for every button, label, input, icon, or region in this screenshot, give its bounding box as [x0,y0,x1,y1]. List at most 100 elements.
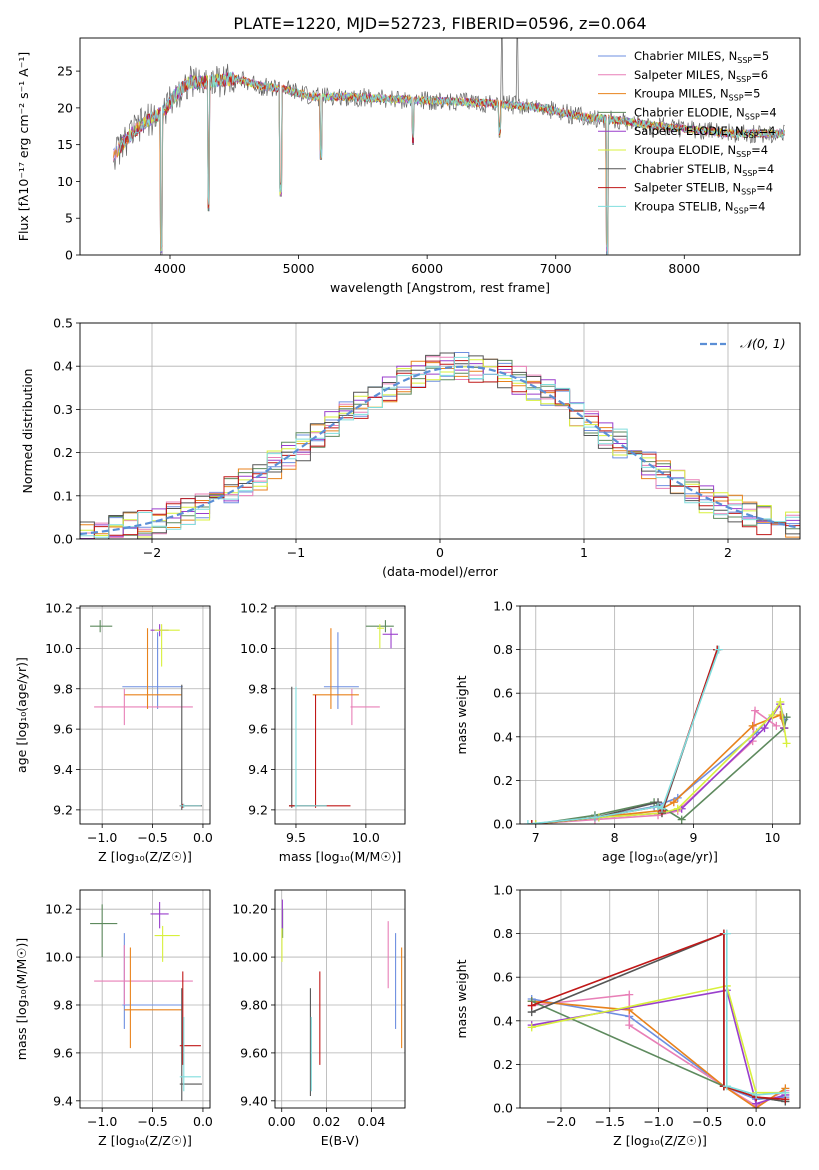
y-axis-label: mass [log₁₀(M/M☉)] [14,938,29,1060]
weight_vs_age-marker-2 [669,798,678,807]
x-tick-label: 0.0 [193,830,213,845]
y-tick-label: 0.4 [53,359,73,374]
weight_vs_Z-marker-8 [781,1088,790,1097]
weight_vs_age-marker-8 [657,804,666,813]
y-axis-label: mass weight [454,959,469,1038]
weight_vs_Z-marker-8 [722,1082,731,1091]
plot-area-mass_vs_Z [90,901,202,1101]
y-axis-label: mass weight [454,675,469,754]
y-tick-label: 0.0 [493,817,513,832]
y-tick-label: 20 [57,100,73,115]
y-tick-label: 1.0 [493,599,513,614]
x-axis-label: age [log₁₀(age/yr)] [602,849,718,864]
axes-frame [274,605,406,825]
y-axis-label: Normed distribution [20,369,35,494]
y-tick-label: 0.2 [53,445,73,460]
y-tick-label: 0.3 [53,402,73,417]
y-tick-label: 0.2 [493,773,513,788]
y-tick-label: 0.6 [493,686,513,701]
x-tick-label: −0.5 [137,1114,167,1129]
axes-frame [79,889,211,1109]
x-tick-label: −0.5 [692,1114,722,1129]
x-tick-label: 9.5 [286,830,306,845]
y-tick-label: 10.20 [232,902,268,917]
x-axis-label: Z [log₁₀(Z/Z☉)] [98,849,192,864]
weight_vs_age-marker-5 [531,820,540,824]
plot-area-residual_hist [80,352,800,539]
y-tick-label: 9.60 [240,1045,268,1060]
x-tick-label: 5000 [283,261,315,276]
axes-frame [274,889,406,1109]
axes-frame [79,605,211,825]
weight_vs_Z-line-5 [531,984,786,1094]
legend-entry-5: Kroupa ELODIE, NSSP=4 [634,143,768,159]
figure-title: PLATE=1220, MJD=52723, FIBERID=0596, z=0… [233,14,646,33]
y-tick-label: 0.2 [493,1057,513,1072]
y-tick-label: 9.6 [53,1045,73,1060]
x-axis-label: Z [log₁₀(Z/Z☉)] [613,1133,707,1148]
weight_vs_Z-line-1 [531,993,786,1107]
y-tick-label: 0.0 [493,1101,513,1116]
y-tick-label: 9.8 [248,681,268,696]
weight_vs_age-marker-3 [677,815,686,824]
y-tick-label: 1.0 [493,883,513,898]
x-tick-label: −1.5 [595,1114,625,1129]
spectrum-legend: Chabrier MILES, NSSP=5 Salpeter MILES, NS… [598,49,777,215]
hist-legend-label: 𝒩(0, 1) [740,336,786,351]
legend-entry-7: Salpeter STELIB, NSSP=4 [634,181,773,197]
x-tick-label: 10.0 [352,830,380,845]
plot-area-mass_vs_ebv [281,899,403,1097]
y-axis-label: age [log₁₀(age/yr)] [14,657,29,773]
panel-spectrum: 4000 5000 6000 7000 8000 0 5 10 15 20 25 wavelength… [16,37,801,295]
weight_vs_age-marker-2 [748,721,757,730]
x-tick-label: −2 [143,545,161,560]
plot-area-weight_vs_age [523,645,791,824]
x-tick-label: 0.00 [268,1114,296,1129]
axes-frame [79,37,801,256]
panel-mass_vs_ebv: 0.00 0.02 0.04 9.40 9.60 9.80 10.00 10.20 E(B-V) [232,889,406,1148]
x-tick-label: −1.0 [87,1114,117,1129]
x-tick-label: 4000 [154,261,186,276]
panel-age_vs_Z: −1.0 −0.5 0.0 9.2 9.4 9.6 9.8 10.0 10.2 Z [log₁₀(… [14,601,213,864]
weight_vs_age-marker-5 [768,711,777,719]
y-tick-label: 9.6 [53,722,73,737]
plot-area-weight_vs_Z [527,929,790,1108]
x-tick-label: 1 [580,545,588,560]
legend-entry-1: Salpeter MILES, NSSP=6 [634,68,768,84]
y-tick-label: 10.2 [45,902,73,917]
plot-area-age_vs_mass [288,620,399,808]
legend-entry-4: Salpeter ELODIE, NSSP=4 [634,124,776,140]
y-tick-label: 0.4 [493,1013,513,1028]
y-tick-label: 9.8 [53,997,73,1012]
spectrum-series-6 [113,38,785,255]
x-axis-label: E(B-V) [321,1133,360,1148]
weight_vs_Z-marker-7 [527,1001,536,1010]
legend-entry-3: Chabrier ELODIE, NSSP=4 [634,105,777,121]
weight_vs_age-marker-8 [590,813,599,822]
weight_vs_age-marker-5 [673,804,682,813]
x-tick-label: 0 [436,545,444,560]
normal-reference-curve [80,365,800,536]
plot-area-age_vs_Z [90,620,202,810]
y-tick-label: 9.4 [53,762,73,777]
x-tick-label: −2.0 [546,1114,576,1129]
panel-weight_vs_Z: −2.0 −1.5 −1.0 −0.5 0.0 0.0 0.2 0.4 0.6 0.8 1.0 Z [… [454,883,801,1148]
y-tick-label: 10.00 [232,950,268,965]
x-axis-label: Z [log₁₀(Z/Z☉)] [98,1133,192,1148]
axes-frame [519,605,801,825]
y-tick-label: 10.2 [240,601,268,616]
x-tick-label: 0.04 [357,1114,385,1129]
x-tick-label: −1.0 [87,830,117,845]
weight_vs_Z-marker-1 [625,1021,634,1030]
y-tick-label: 9.4 [248,762,268,777]
x-tick-label: −0.5 [137,830,167,845]
y-tick-label: 5 [65,211,73,226]
y-tick-label: 9.40 [240,1093,268,1108]
y-tick-label: 10.0 [45,950,73,965]
y-tick-label: 0.4 [493,729,513,744]
legend-entry-6: Chabrier STELIB, NSSP=4 [634,162,774,178]
weight_vs_age-marker-5 [782,739,791,748]
weight_vs_Z-marker-5 [527,1023,536,1032]
weight_vs_age-marker-1 [772,721,781,730]
